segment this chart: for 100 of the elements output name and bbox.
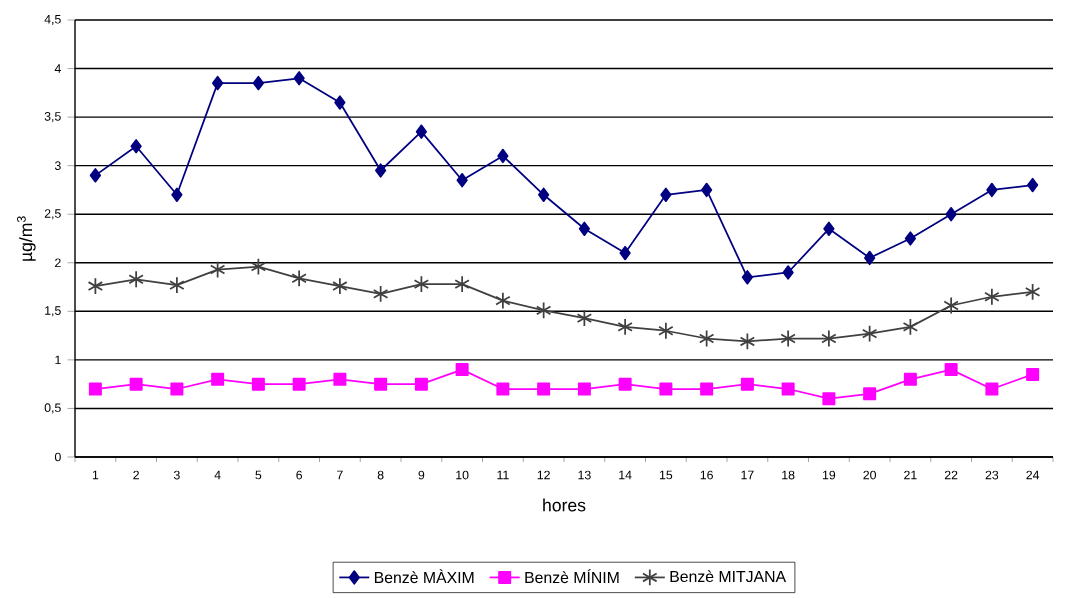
point	[414, 377, 428, 391]
point	[250, 257, 267, 276]
x-tick-label: 2	[133, 470, 139, 480]
point	[129, 377, 143, 391]
x-tick-label: 20	[863, 470, 876, 480]
x-tick-label: 16	[700, 470, 713, 480]
x-tick-label: 21	[904, 470, 917, 480]
point	[1027, 177, 1039, 193]
x-tick-label: 9	[418, 470, 425, 480]
legend-label: Benzè MITJANA	[670, 570, 787, 583]
x-tick-label: 19	[822, 470, 836, 480]
point	[1024, 283, 1041, 301]
x-tick-label: 15	[659, 470, 673, 480]
point	[372, 285, 389, 303]
point	[496, 382, 510, 396]
point	[945, 207, 957, 222]
point	[617, 318, 633, 336]
point	[456, 173, 468, 188]
point	[415, 124, 428, 139]
point	[334, 95, 346, 110]
point	[413, 275, 430, 293]
point	[986, 182, 998, 198]
x-tick-label: 22	[944, 470, 958, 480]
point	[781, 382, 795, 396]
point	[333, 372, 347, 386]
point	[984, 287, 1000, 306]
point	[903, 372, 917, 386]
point	[658, 321, 674, 340]
point	[822, 392, 836, 406]
point	[252, 75, 265, 91]
y-tick-label: 4	[54, 64, 61, 73]
point	[576, 309, 593, 327]
y-axis-title: µg/m$^{3}$	[17, 216, 36, 261]
x-tick-label: 3	[173, 470, 180, 480]
x-tick-label: 5	[255, 470, 262, 480]
x-tick-label: 11	[497, 470, 509, 480]
point	[578, 221, 591, 236]
point	[209, 260, 226, 279]
x-tick-label: 17	[741, 470, 754, 480]
point	[700, 382, 714, 396]
point	[497, 148, 509, 164]
point	[89, 168, 102, 183]
x-tick-label: 7	[337, 470, 343, 480]
point	[701, 182, 713, 198]
x-tick-label: 24	[1026, 470, 1040, 480]
point	[863, 387, 877, 401]
y-tick-label: 2,5	[44, 209, 61, 220]
point	[88, 382, 102, 396]
y-tick-label: 1,5	[45, 306, 61, 317]
y-tick-label: 2	[55, 258, 61, 268]
point	[495, 291, 511, 310]
y-tick-label: 3,5	[44, 112, 61, 123]
point	[1026, 367, 1040, 381]
point	[985, 382, 999, 396]
x-tick-label: 8	[377, 470, 384, 480]
legend-label: Benzè MÀXIM	[374, 569, 474, 584]
x-tick-label: 23	[985, 470, 999, 480]
point	[739, 332, 756, 351]
point	[780, 329, 796, 348]
point	[170, 382, 184, 396]
point	[864, 250, 876, 266]
point	[618, 377, 632, 391]
y-tick-label: 0,5	[44, 403, 61, 414]
point	[782, 265, 794, 280]
point	[904, 231, 917, 246]
point	[169, 276, 185, 294]
x-tick-label: 10	[456, 470, 469, 480]
point	[454, 275, 470, 293]
x-tick-label: 14	[619, 470, 632, 480]
point	[902, 318, 919, 336]
point	[660, 187, 672, 202]
point	[130, 139, 142, 154]
y-tick-label: 4,5	[44, 14, 61, 26]
x-tick-label: 4	[214, 470, 221, 480]
point	[741, 270, 754, 285]
x-axis-title: hores	[543, 498, 586, 512]
point	[171, 187, 183, 202]
point	[619, 245, 631, 261]
point	[251, 377, 265, 391]
y-tick-label: 0	[54, 452, 61, 462]
point	[128, 270, 144, 289]
point	[293, 71, 305, 86]
point	[375, 163, 387, 178]
point	[211, 372, 225, 386]
x-tick-label: 1	[92, 470, 99, 480]
point	[538, 187, 550, 202]
point	[823, 221, 835, 236]
x-tick-label: 18	[782, 470, 795, 480]
y-tick-label: 3	[54, 161, 61, 170]
point	[740, 377, 754, 391]
point	[943, 296, 959, 315]
point	[374, 377, 388, 391]
point	[577, 382, 591, 396]
point	[291, 269, 307, 288]
point	[861, 324, 878, 343]
point	[698, 329, 715, 348]
x-tick-label: 13	[578, 470, 591, 480]
y-tick-label: 1	[55, 355, 61, 365]
point	[332, 277, 348, 295]
point	[944, 363, 958, 377]
